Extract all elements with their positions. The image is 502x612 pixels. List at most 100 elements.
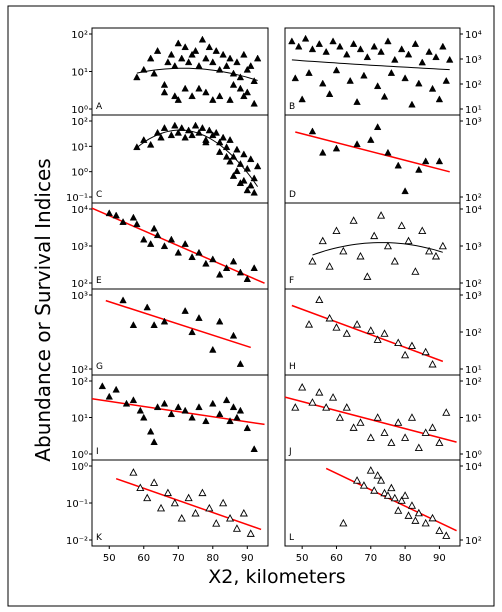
data-point [315,39,324,47]
data-point [243,186,252,194]
data-point [202,138,210,146]
y-tick-label: 10² [71,377,88,388]
data-point [195,248,203,256]
data-point [332,144,341,152]
data-point [390,257,399,265]
fit-line [295,131,450,173]
data-point [246,529,255,537]
data-point [229,331,238,339]
y-tick-label: 10⁴ [465,462,482,473]
data-point [240,50,248,58]
panel-g: 10³ 10² G [71,288,269,376]
fit-curve [312,242,443,256]
data-point [383,241,392,250]
data-point [407,501,417,509]
y-tick-label: 10¹ [71,68,88,79]
data-point [226,157,234,165]
data-point [181,133,189,141]
data-point [178,124,186,131]
data-point [308,398,317,406]
data-point [421,518,430,527]
data-point [349,39,358,47]
y-tick-label: 10⁻² [66,536,88,547]
data-point [215,270,224,278]
data-point [346,76,354,84]
data-point [195,62,203,69]
data-point [397,221,406,229]
y-tick-label: 10² [465,80,482,91]
data-point [167,410,176,418]
data-point [304,320,314,328]
data-point [136,483,145,491]
data-point [404,236,413,245]
data-point [140,235,148,243]
data-point [325,90,334,97]
y-tick-label: 10⁰ [465,450,482,461]
panel-c: 10² 10¹ 10⁰ 10⁻¹ C [66,114,269,204]
data-point [212,128,220,136]
panel-label: I [96,447,99,457]
data-point [153,128,162,136]
y-tick-label: 10¹ [465,414,482,425]
data-point [407,413,417,421]
data-point [356,251,365,260]
y-tick-label: 10¹ [71,414,88,425]
data-point [442,76,450,84]
panel-label: F [289,276,294,286]
data-point [432,53,440,61]
y-tick-label: 10³ [465,55,482,66]
data-point [363,272,372,280]
data-point [143,303,151,311]
data-point [198,488,207,497]
data-point [143,493,152,502]
data-point [291,74,300,82]
data-point [226,54,234,62]
data-point [219,498,228,507]
data-point [239,508,248,517]
data-point [370,42,378,50]
data-point [209,345,217,353]
data-point [129,321,138,328]
y-tick-label: 10¹ [465,365,482,376]
data-point [308,257,317,265]
data-point [160,80,169,88]
data-point [240,150,248,158]
data-point [401,74,409,82]
y-tick-label: 10² [465,328,482,339]
data-point [146,140,155,148]
data-point [408,100,416,108]
data-point [229,152,238,160]
panel-b: 10⁴ 10³ 10² 10¹ B [284,27,482,116]
data-point [380,329,389,337]
data-point [425,246,434,255]
data-point [315,388,324,396]
data-point [401,491,410,499]
data-point [308,45,317,53]
data-point [322,403,331,411]
x-tick-label: 60 [137,553,150,564]
data-point [315,295,324,304]
data-point [384,37,392,45]
panel-label: J [288,447,292,457]
data-point [391,55,399,63]
panel-label: H [289,362,296,372]
data-point [157,133,165,141]
y-tick-label: 10³ [465,291,482,302]
panel-label: G [96,362,103,372]
data-point [136,406,145,414]
x-tick-label: 90 [241,553,254,564]
panel-j: 10² 10¹ 10⁰ J [284,374,482,461]
data-point [195,314,203,321]
data-point [390,493,399,502]
data-point [140,413,148,421]
data-point [380,92,389,100]
data-point [215,65,224,73]
y-tick-label: 10⁻¹ [66,193,88,204]
data-point [353,320,362,328]
data-point [401,433,410,441]
data-point [188,131,196,139]
data-point [438,241,447,250]
data-point [174,39,182,47]
data-point [353,476,362,484]
